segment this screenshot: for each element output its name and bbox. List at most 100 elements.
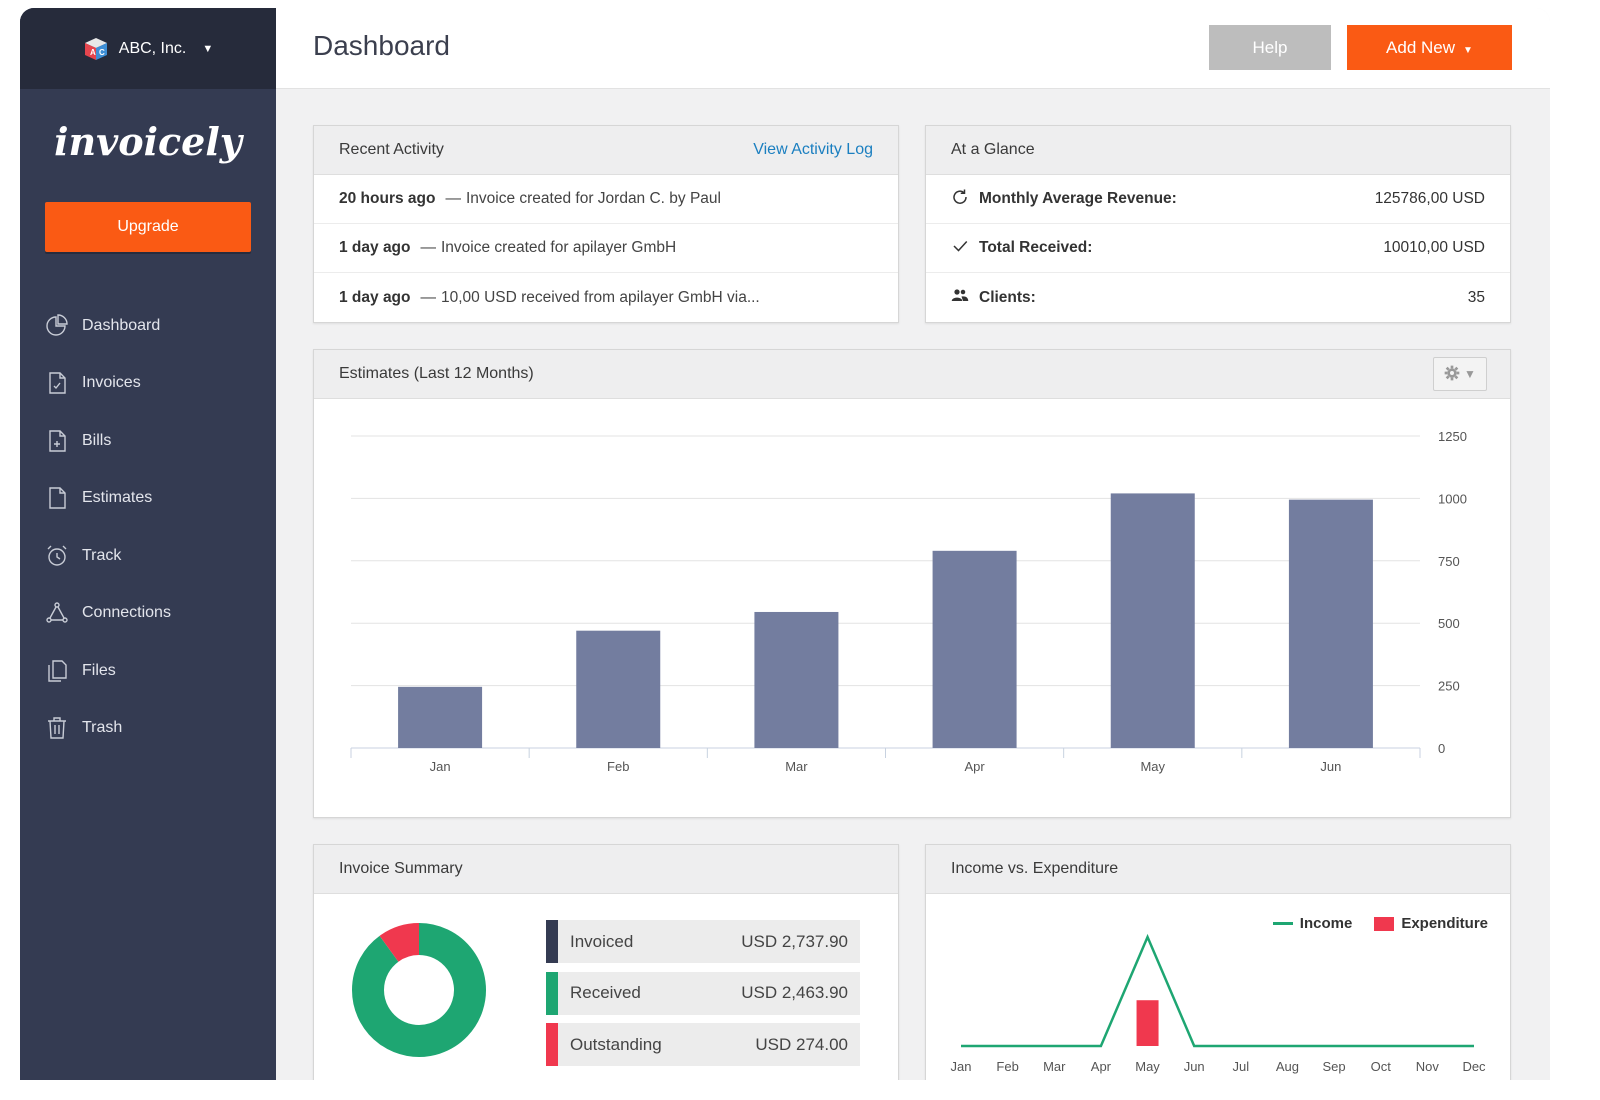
x-tick-label: Jun (1320, 759, 1341, 774)
card-header: Income vs. Expenditure (926, 845, 1510, 894)
activity-text: 10,00 USD received from apilayer GmbH vi… (441, 288, 760, 306)
glance-label: Monthly Average Revenue: (979, 190, 1177, 207)
summary-item-outstanding: Outstanding USD 274.00 (546, 1023, 860, 1066)
y-tick-label: 750 (1438, 554, 1460, 569)
chart-settings-button[interactable]: ▼ (1433, 357, 1487, 391)
y-tick-label: 1250 (1438, 429, 1467, 444)
card-header: Estimates (Last 12 Months) ▼ (314, 350, 1510, 399)
income-expenditure-card: Income vs. Expenditure Income Expenditur… (925, 844, 1511, 1080)
summary-value: USD 274.00 (755, 1034, 848, 1054)
x-tick-label: Apr (964, 759, 985, 774)
chevron-down-icon: ▼ (202, 42, 214, 55)
y-tick-label: 1000 (1438, 491, 1467, 506)
bar-jan (398, 686, 483, 748)
separator: — (420, 239, 437, 256)
activity-text: Invoice created for Jordan C. by Paul (465, 190, 721, 207)
card-title: Income vs. Expenditure (951, 860, 1119, 877)
y-tick-label: 500 (1438, 616, 1460, 631)
summary-value: USD 2,737.90 (741, 931, 848, 951)
add-new-label: Add New (1386, 37, 1456, 57)
sidebar-item-bills[interactable]: Bills (20, 412, 276, 470)
activity-row[interactable]: 1 day ago —10,00 USD received from apilay… (314, 273, 898, 322)
card-header: Recent Activity View Activity Log (314, 126, 898, 175)
estimates-card: Estimates (Last 12 Months) ▼ 0 250 500 750 1… (313, 349, 1511, 818)
x-tick-label: Apr (1091, 1059, 1112, 1074)
x-tick-label: Oct (1371, 1059, 1392, 1074)
card-title: Invoice Summary (339, 860, 463, 877)
donut-slice-received (352, 923, 486, 1057)
card-title: Estimates (Last 12 Months) (339, 365, 534, 382)
activity-time: 1 day ago (339, 239, 411, 256)
legend-label: Income (1299, 915, 1353, 932)
sidebar-item-estimates[interactable]: Estimates (20, 470, 276, 528)
invoice-icon (44, 370, 70, 396)
invoice-donut-chart (352, 923, 486, 1057)
income-line (961, 933, 1474, 1048)
trash-icon (44, 715, 70, 741)
glance-row-received: Total Received: 10010,00 USD (926, 224, 1510, 273)
sidebar-nav: Dashboard Invoices Bills Estimates (20, 297, 276, 757)
glance-value: 35 (1467, 288, 1485, 306)
donut-slice-outstanding (379, 923, 420, 963)
activity-row[interactable]: 20 hours ago — Invoice created for Jordan … (314, 175, 898, 224)
bar-jun (1288, 499, 1373, 748)
x-tick-label: Mar (785, 759, 808, 774)
glance-row-revenue: Monthly Average Revenue: 125786,00 USD (926, 175, 1510, 224)
invoice-summary-card: Invoice Summary Invoiced USD 2,737.90 Re… (313, 844, 899, 1080)
summary-item-received: Received USD 2,463.90 (546, 971, 860, 1015)
x-tick-label: Dec (1462, 1059, 1486, 1074)
activity-time: 1 day ago (339, 288, 411, 306)
x-tick-label: Feb (996, 1059, 1018, 1074)
at-a-glance-card: At a Glance Monthly Average Revenue: 125… (925, 125, 1511, 323)
sidebar-item-files[interactable]: Files (20, 642, 276, 700)
sidebar-item-label: Connections (82, 604, 171, 622)
separator: — (445, 190, 461, 207)
x-tick-label: Jun (1184, 1059, 1205, 1074)
bar-may (1110, 493, 1195, 748)
sidebar-item-label: Estimates (82, 489, 153, 507)
refresh-icon (951, 188, 969, 211)
sidebar-item-track[interactable]: Track (20, 527, 276, 585)
sidebar-item-invoices[interactable]: Invoices (20, 355, 276, 413)
summary-list: Invoiced USD 2,737.90 Received USD 2,463… (546, 920, 860, 1075)
sidebar-item-label: Trash (82, 719, 123, 737)
sidebar-item-label: Dashboard (82, 316, 161, 334)
income-expenditure-chart: Jan Feb Mar Apr May Jun Jul Aug Sep Oct Nov Dec (951, 933, 1486, 1074)
x-tick-label: Jan (951, 1059, 972, 1074)
card-header: At a Glance (926, 126, 1510, 175)
sidebar-item-label: Bills (82, 431, 112, 449)
activity-row[interactable]: 1 day ago — Invoice created for apilayer G… (314, 224, 898, 273)
sidebar-item-connections[interactable]: Connections (20, 585, 276, 643)
card-title: Recent Activity (339, 141, 444, 158)
sidebar-item-trash[interactable]: Trash (20, 700, 276, 758)
legend-income: Income (1272, 915, 1353, 932)
card-title: At a Glance (951, 141, 1035, 158)
activity-time: 20 hours ago (339, 190, 436, 207)
sidebar: A C ABC, Inc. ▼ invoicely Upgrade Dashbo… (20, 8, 276, 1080)
company-switcher[interactable]: A C ABC, Inc. ▼ (20, 8, 276, 89)
legend-line-swatch (1272, 922, 1293, 925)
users-icon (951, 286, 969, 309)
sidebar-item-dashboard[interactable]: Dashboard (20, 297, 276, 355)
card-header: Invoice Summary (314, 845, 898, 894)
bar-feb (576, 630, 661, 748)
x-tick-label: Jan (430, 759, 451, 774)
x-tick-label: May (1140, 759, 1165, 774)
app-window: A C ABC, Inc. ▼ invoicely Upgrade Dashbo… (20, 8, 1550, 1080)
x-tick-label: Aug (1276, 1059, 1299, 1074)
files-icon (44, 658, 70, 684)
add-new-button[interactable]: Add New ▼ (1347, 25, 1512, 70)
top-bar: Dashboard Help Add New ▼ (276, 8, 1550, 89)
pie-chart-icon (44, 313, 70, 339)
help-button[interactable]: Help (1209, 25, 1331, 70)
x-tick-label: Jul (1233, 1059, 1250, 1074)
sidebar-item-label: Files (82, 661, 116, 679)
summary-value: USD 2,463.90 (741, 983, 848, 1002)
upgrade-button[interactable]: Upgrade (45, 202, 251, 252)
activity-text: Invoice created for apilayer GmbH (441, 239, 677, 256)
view-activity-log-link[interactable]: View Activity Log (753, 141, 873, 158)
legend-expenditure: Expenditure (1374, 915, 1488, 932)
gear-icon (1444, 365, 1460, 384)
summary-label: Outstanding (570, 1034, 662, 1054)
document-icon (44, 485, 70, 511)
